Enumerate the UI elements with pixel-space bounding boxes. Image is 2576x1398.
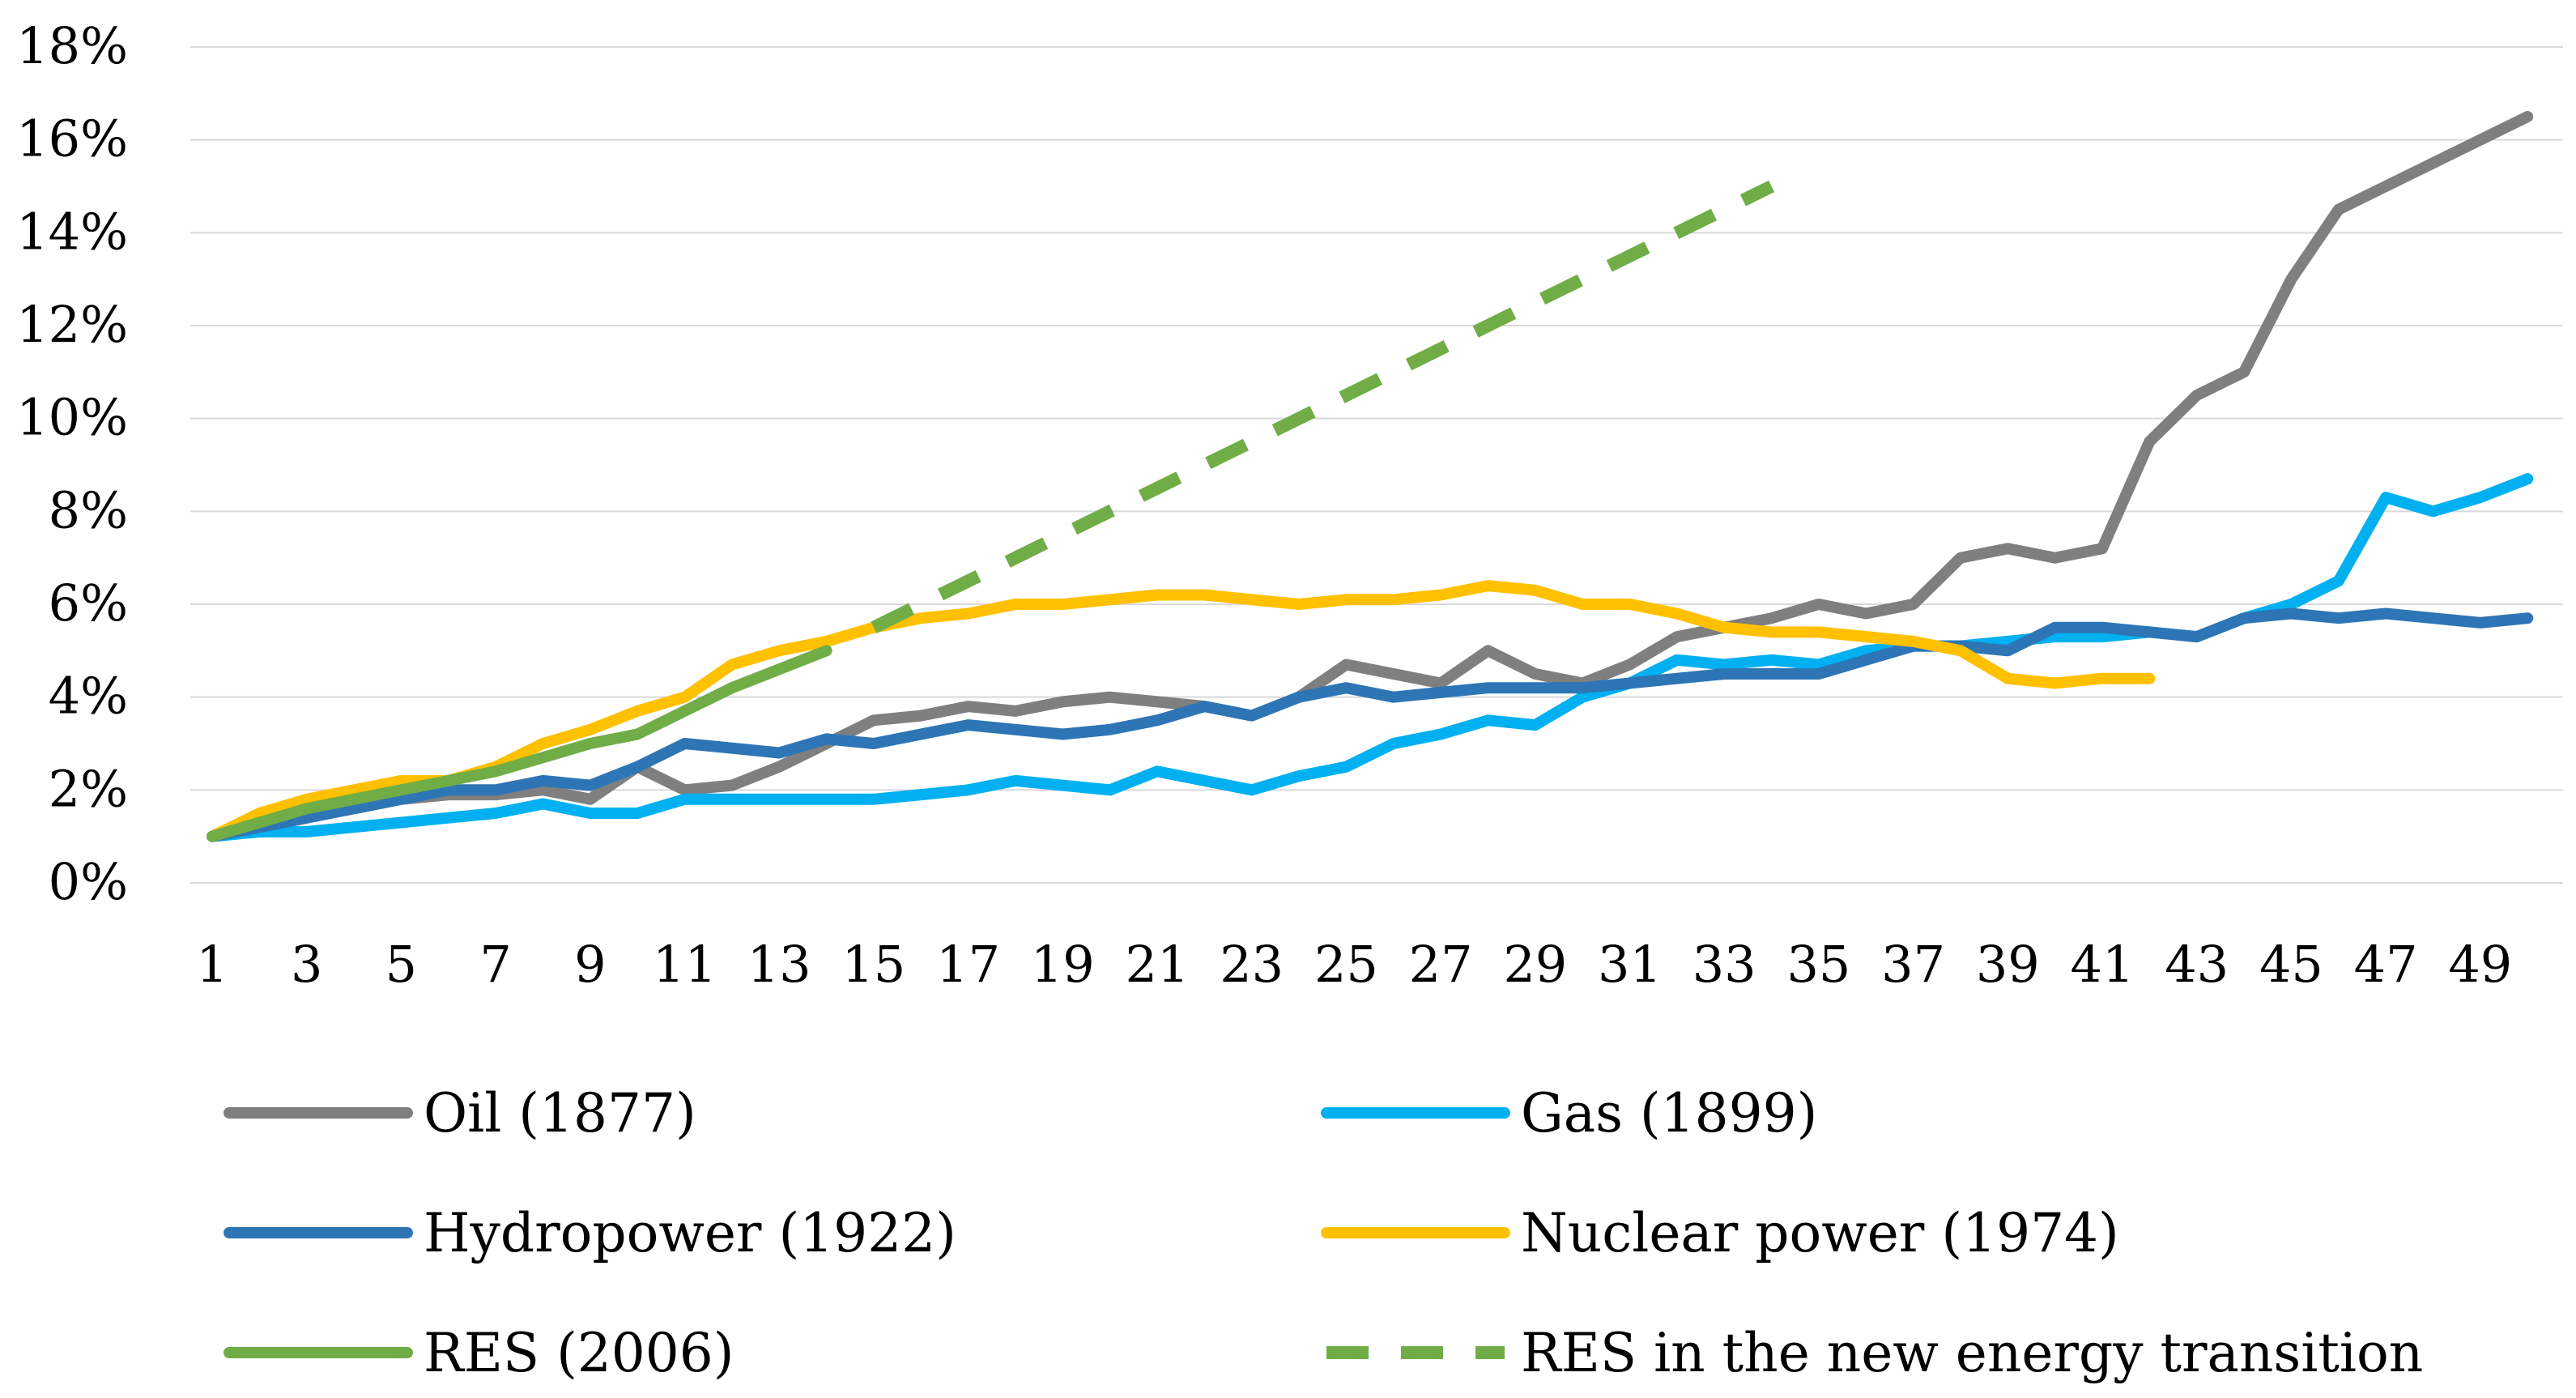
y-tick-label: 14% xyxy=(16,202,128,261)
legend-item: Gas (1899) xyxy=(1321,1082,1817,1144)
legend-item: Oil (1877) xyxy=(224,1082,696,1144)
x-tick-label: 13 xyxy=(747,935,811,994)
x-tick-label: 15 xyxy=(841,935,905,994)
x-tick-label: 35 xyxy=(1786,935,1850,994)
y-tick-label: 4% xyxy=(49,667,128,726)
x-tick-label: 7 xyxy=(479,935,511,994)
legend-label: RES (2006) xyxy=(424,1322,734,1384)
series-line-res-2006 xyxy=(207,645,832,842)
series-line-nuclear-power-1974 xyxy=(207,580,2156,842)
x-tick-label: 21 xyxy=(1126,935,1190,994)
x-tick-label: 11 xyxy=(653,935,717,994)
x-tick-label: 39 xyxy=(1976,935,2040,994)
x-tick-label: 27 xyxy=(1409,935,1473,994)
legend-label: Gas (1899) xyxy=(1521,1082,1817,1144)
x-tick-label: 19 xyxy=(1031,935,1095,994)
x-tick-label: 47 xyxy=(2354,935,2418,994)
legend-item: RES (2006) xyxy=(224,1322,734,1384)
x-tick-label: 1 xyxy=(196,935,228,994)
y-tick-label: 16% xyxy=(16,109,128,168)
legend: Oil (1877) Gas (1899) Hydropower (1922) Nuc… xyxy=(224,1082,2423,1384)
legend-item: Hydropower (1922) xyxy=(224,1202,956,1264)
x-tick-label: 33 xyxy=(1692,935,1756,994)
legend-label: Nuclear power (1974) xyxy=(1521,1202,2119,1264)
legend-item: RES in the new energy transition xyxy=(1326,1322,2423,1384)
x-tick-label: 37 xyxy=(1881,935,1945,994)
x-tick-label: 31 xyxy=(1598,935,1662,994)
series-line-oil-1877 xyxy=(207,111,2534,842)
x-tick-label: 3 xyxy=(291,935,322,994)
series-line-hydropower-1922 xyxy=(207,607,2534,842)
x-tick-label: 9 xyxy=(574,935,606,994)
x-tick-label: 41 xyxy=(2071,935,2135,994)
y-tick-label: 6% xyxy=(49,573,128,633)
y-tick-label: 0% xyxy=(49,852,128,911)
x-tick-label: 45 xyxy=(2259,935,2323,994)
y-tick-label: 2% xyxy=(49,759,128,818)
legend-label: Oil (1877) xyxy=(424,1082,696,1144)
y-tick-label: 12% xyxy=(16,295,128,354)
legend-label: Hydropower (1922) xyxy=(424,1202,956,1264)
x-axis-ticks: 1 3 5 7 9 11 13 15 17 19 21 23 25 27 29 31 33 35 37 39 41 43 4… xyxy=(196,935,2512,994)
x-tick-label: 49 xyxy=(2448,935,2512,994)
series-lines xyxy=(207,111,2534,842)
legend-label: RES in the new energy transition xyxy=(1521,1322,2423,1384)
y-tick-label: 18% xyxy=(16,16,128,75)
x-tick-label: 23 xyxy=(1220,935,1284,994)
y-axis-ticks: 0% 2% 4% 6% 8% 10% 12% 14% 16% 18% xyxy=(16,16,128,911)
legend-item: Nuclear power (1974) xyxy=(1321,1202,2119,1264)
x-tick-label: 29 xyxy=(1503,935,1567,994)
x-tick-label: 43 xyxy=(2165,935,2229,994)
x-tick-label: 25 xyxy=(1314,935,1378,994)
x-tick-label: 17 xyxy=(936,935,1000,994)
y-tick-label: 10% xyxy=(16,388,128,447)
x-tick-label: 5 xyxy=(385,935,417,994)
series-line-res-in-the-new-energy-transition xyxy=(871,180,1775,633)
y-tick-label: 8% xyxy=(49,480,128,539)
